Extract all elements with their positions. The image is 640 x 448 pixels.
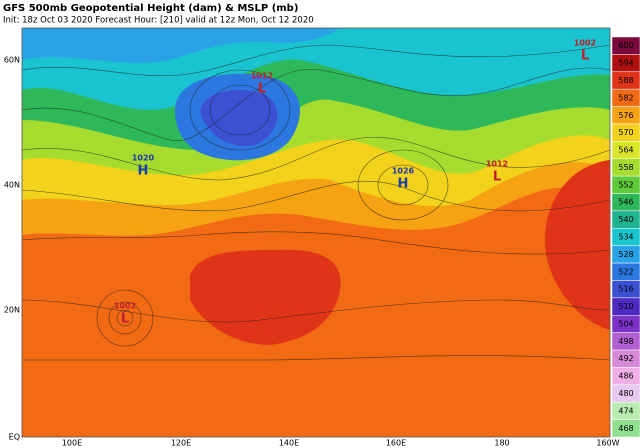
pressure-value: 1012 xyxy=(251,72,273,81)
colorbar-label: 516 xyxy=(618,285,633,294)
lat-label: 40N xyxy=(4,181,20,190)
colorbar-label: 498 xyxy=(618,337,633,346)
pressure-value: 1002 xyxy=(574,39,596,48)
colorbar-swatch xyxy=(611,419,640,438)
pressure-symbol: L xyxy=(493,170,501,185)
colorbar-label: 480 xyxy=(618,389,633,398)
lon-label: 160W xyxy=(596,439,619,448)
lat-label: 20N xyxy=(4,306,20,315)
pressure-value: 1002 xyxy=(114,302,136,311)
colorbar-label: 510 xyxy=(618,302,633,311)
colorbar-label: 600 xyxy=(618,41,633,50)
lon-label: 180 xyxy=(494,439,509,448)
pressure-value: 1020 xyxy=(132,154,155,163)
title: GFS 500mb Geopotential Height (dam) & MS… xyxy=(3,3,298,14)
pressure-value: 1012 xyxy=(486,160,508,169)
colorbar-label: 576 xyxy=(618,111,633,120)
pressure-symbol: H xyxy=(398,177,409,192)
colorbar-label: 492 xyxy=(618,354,633,363)
subtitle: Init: 18z Oct 03 2020 Forecast Hour: [21… xyxy=(3,16,314,26)
colorbar-label: 564 xyxy=(618,146,633,155)
colorbar-label: 558 xyxy=(618,163,633,172)
lon-label: 140E xyxy=(279,439,299,448)
pressure-symbol: L xyxy=(581,49,589,64)
colorbar-label: 594 xyxy=(618,59,633,68)
colorbar-label: 534 xyxy=(618,233,633,242)
lat-label: EQ xyxy=(9,433,20,442)
colorbar-label: 582 xyxy=(618,93,633,102)
colorbar-label: 528 xyxy=(618,250,633,259)
lon-label: 100E xyxy=(62,439,82,448)
pressure-value: 1026 xyxy=(392,167,415,176)
colorbar-label: 474 xyxy=(618,406,633,415)
colorbar-label: 546 xyxy=(618,198,633,207)
lon-label: 120E xyxy=(171,439,191,448)
pressure-symbol: L xyxy=(258,82,266,97)
colorbar-label: 570 xyxy=(618,128,633,137)
map-area xyxy=(21,27,611,438)
pressure-symbol: H xyxy=(138,164,149,179)
colorbar-label: 540 xyxy=(618,215,633,224)
pressure-symbol: L xyxy=(121,312,129,327)
colorbar-label: 588 xyxy=(618,76,633,85)
colorbar-label: 468 xyxy=(618,424,633,433)
lon-label: 160E xyxy=(386,439,406,448)
colorbar-label: 504 xyxy=(618,319,633,328)
colorbar-label: 522 xyxy=(618,267,633,276)
lat-label: 60N xyxy=(4,56,20,65)
colorbar-label: 552 xyxy=(618,180,633,189)
colorbar-label: 486 xyxy=(618,372,633,381)
